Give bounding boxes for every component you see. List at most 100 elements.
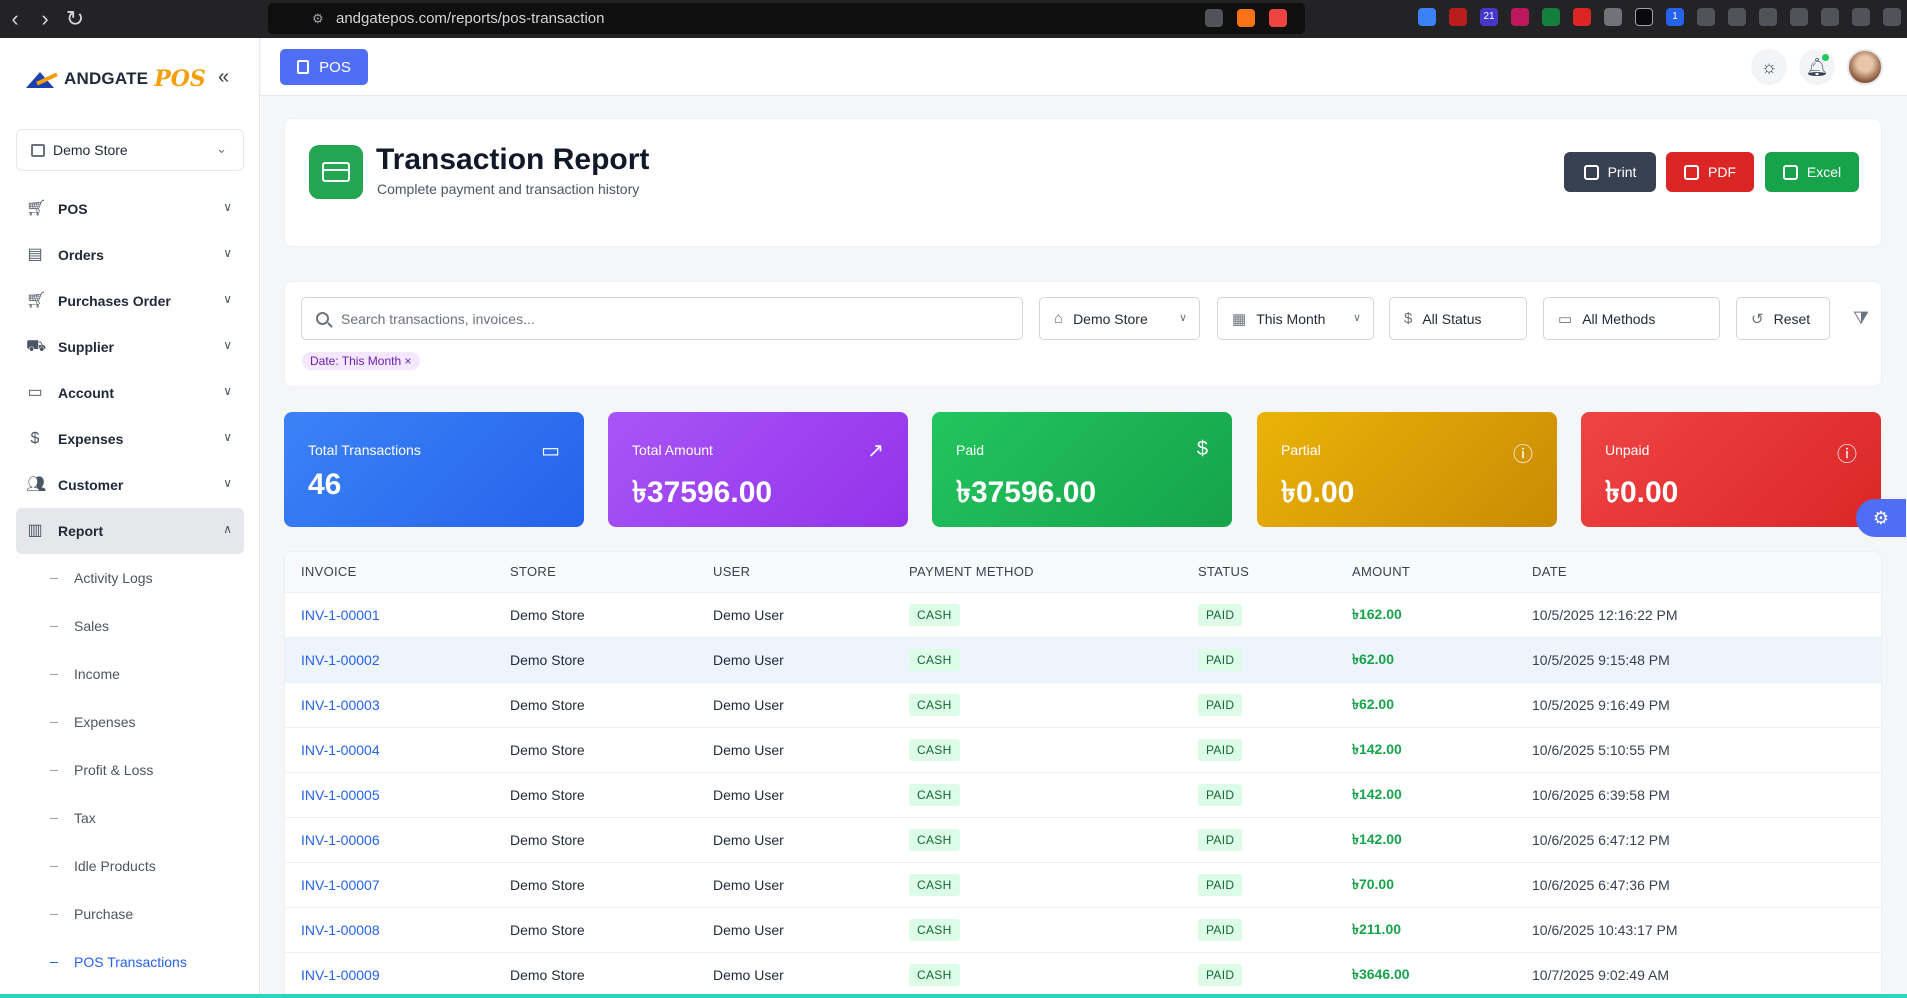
column-header[interactable]: STATUS <box>1198 552 1352 592</box>
column-header[interactable]: PAYMENT METHOD <box>909 552 1198 592</box>
rewards-icon[interactable] <box>1269 9 1287 27</box>
table-row[interactable]: INV-1-00008 Demo Store Demo User CASH PAID ৳2… <box>285 906 1881 952</box>
sidebar-toggle-icon[interactable] <box>1790 8 1808 26</box>
collapse-sidebar-icon[interactable]: « <box>218 66 230 88</box>
store-selector[interactable]: Demo Store ⌄ <box>16 129 244 171</box>
settings-fab-button[interactable]: ⚙ <box>1856 499 1906 537</box>
table-row[interactable]: INV-1-00007 Demo Store Demo User CASH PAID ৳7… <box>285 861 1881 907</box>
invoice-link[interactable]: INV-1-00002 <box>301 651 380 668</box>
table-row[interactable]: INV-1-00009 Demo Store Demo User CASH PAID ৳3… <box>285 951 1881 997</box>
picker-extension-icon[interactable] <box>1604 8 1622 26</box>
sidebar-subitem-idle-products[interactable]: Idle Products <box>50 842 244 890</box>
grid-extension-icon[interactable] <box>1542 8 1560 26</box>
sidebar-item-label: POS <box>58 201 88 217</box>
column-header[interactable]: DATE <box>1532 552 1881 592</box>
sidebar-subitem-purchase[interactable]: Purchase <box>50 890 244 938</box>
notifications-button[interactable]: 🔔︎ <box>1799 49 1835 85</box>
table-cell: PAID <box>1198 861 1352 907</box>
brave-shield-icon[interactable] <box>1237 9 1255 27</box>
leo-icon[interactable] <box>1852 8 1870 26</box>
column-header[interactable]: AMOUNT <box>1352 552 1532 592</box>
video-extension-icon[interactable] <box>1573 8 1591 26</box>
chevron-down-icon: ⌄ <box>216 141 227 156</box>
page-title: Transaction Report <box>376 143 650 176</box>
store-filter-select[interactable]: ⌂ Demo Store ∨ <box>1039 297 1200 340</box>
back-icon[interactable]: ‹ <box>11 6 19 31</box>
sidebar-item-pos[interactable]: 🛒︎ POS ∨ <box>16 186 244 232</box>
amount-cell: ৳62.00 <box>1352 695 1395 712</box>
status-badge: PAID <box>1198 963 1243 986</box>
sidebar-item-orders[interactable]: ▤ Orders ∨ <box>16 232 244 278</box>
sidebar-item-report[interactable]: ▥ Report ∧ <box>16 508 244 554</box>
invoice-link[interactable]: INV-1-00003 <box>301 696 380 713</box>
pos-button[interactable]: POS <box>280 49 368 85</box>
invoice-link[interactable]: INV-1-00008 <box>301 921 380 938</box>
forward-icon[interactable]: › <box>41 6 49 31</box>
table-row[interactable]: INV-1-00002 Demo Store Demo User CASH PAID ৳6… <box>285 636 1881 682</box>
invoice-link[interactable]: INV-1-00006 <box>301 831 380 848</box>
spreadsheet-icon <box>1782 164 1798 180</box>
menu-icon[interactable] <box>1883 8 1901 26</box>
invoice-link[interactable]: INV-1-00007 <box>301 876 380 893</box>
translate-icon[interactable] <box>1418 8 1436 26</box>
pdf-button[interactable]: PDF <box>1666 152 1754 192</box>
shield-extension-icon[interactable] <box>1511 8 1529 26</box>
reset-button[interactable]: ↺ Reset <box>1736 297 1830 340</box>
theme-toggle-button[interactable]: ☼ <box>1751 49 1787 85</box>
avatar[interactable] <box>1847 49 1883 85</box>
site-info-icon[interactable]: ⚙ <box>312 10 324 26</box>
column-header[interactable]: INVOICE <box>285 552 510 592</box>
print-button[interactable]: Print <box>1564 152 1656 192</box>
extension-badge-icon[interactable]: 21 <box>1480 8 1498 26</box>
status-badge: PAID <box>1198 873 1243 896</box>
excel-button[interactable]: Excel <box>1765 152 1859 192</box>
sidebar-subitem-profit-loss[interactable]: Profit & Loss <box>50 746 244 794</box>
date-cell: 10/6/2025 6:47:12 PM <box>1532 831 1670 848</box>
sidebar-subitem-pos-transactions[interactable]: POS Transactions <box>50 938 244 986</box>
p-extension-icon[interactable] <box>1635 8 1653 26</box>
period-filter-select[interactable]: ▦ This Month ∨ <box>1217 297 1374 340</box>
store-cell: Demo Store <box>510 606 585 623</box>
download-icon[interactable] <box>1759 8 1777 26</box>
sidebar-item-purchases-order[interactable]: 🛒︎ Purchases Order ∨ <box>16 278 244 324</box>
reload-icon[interactable]: ↻ <box>65 6 85 31</box>
table-row[interactable]: INV-1-00001 Demo Store Demo User CASH PAID ৳1… <box>285 591 1881 637</box>
sidebar-item-supplier[interactable]: ⛟ Supplier ∨ <box>16 324 244 370</box>
invoice-link[interactable]: INV-1-00001 <box>301 606 380 623</box>
sidebar-item-account[interactable]: ▭ Account ∨ <box>16 370 244 416</box>
method-filter-select[interactable]: ▭ All Methods <box>1543 297 1720 340</box>
invoice-link[interactable]: INV-1-00005 <box>301 786 380 803</box>
table-cell: 10/6/2025 6:47:12 PM <box>1532 816 1881 862</box>
table-row[interactable]: INV-1-00005 Demo Store Demo User CASH PAID ৳1… <box>285 771 1881 817</box>
filter-icon[interactable]: ⧩ <box>1853 308 1870 328</box>
media-icon[interactable] <box>1728 8 1746 26</box>
puzzle-icon[interactable] <box>1697 8 1715 26</box>
sidebar-subitem-sales[interactable]: Sales <box>50 602 244 650</box>
header-actions: ☼ 🔔︎ <box>1751 49 1883 85</box>
sidebar-subitem-expenses[interactable]: Expenses <box>50 698 244 746</box>
address-bar[interactable]: ⚙ andgatepos.com/reports/pos-transaction <box>268 3 1305 34</box>
invoice-link[interactable]: INV-1-00009 <box>301 966 380 983</box>
sidebar-subitem-income[interactable]: Income <box>50 650 244 698</box>
dash-icon <box>50 625 58 627</box>
sidebar-item-expenses[interactable]: $ Expenses ∨ <box>16 416 244 462</box>
key-icon[interactable] <box>1205 9 1223 27</box>
table-row[interactable]: INV-1-00006 Demo Store Demo User CASH PAID ৳1… <box>285 816 1881 862</box>
sidebar-subitem-activity-logs[interactable]: Activity Logs <box>50 554 244 602</box>
sidebar-subitem-tax[interactable]: Tax <box>50 794 244 842</box>
column-header[interactable]: USER <box>713 552 909 592</box>
column-header[interactable]: STORE <box>510 552 713 592</box>
table-row[interactable]: INV-1-00004 Demo Store Demo User CASH PAID ৳1… <box>285 726 1881 772</box>
table-cell: ৳142.00 <box>1352 816 1532 862</box>
wallet-icon[interactable] <box>1821 8 1839 26</box>
table-cell: PAID <box>1198 951 1352 997</box>
search-input[interactable]: Search transactions, invoices... <box>301 297 1023 340</box>
status-filter-select[interactable]: $ All Status <box>1389 297 1527 340</box>
active-filter-chip[interactable]: Date: This Month × <box>302 352 420 370</box>
extension-icon[interactable] <box>1449 8 1467 26</box>
code-extension-icon[interactable]: 1 <box>1666 8 1684 26</box>
app-logo[interactable]: ANDGATE POS <box>24 66 206 92</box>
table-row[interactable]: INV-1-00003 Demo Store Demo User CASH PAID ৳6… <box>285 681 1881 727</box>
sidebar-item-customer[interactable]: 👥︎ Customer ∨ <box>16 462 244 508</box>
invoice-link[interactable]: INV-1-00004 <box>301 741 380 758</box>
